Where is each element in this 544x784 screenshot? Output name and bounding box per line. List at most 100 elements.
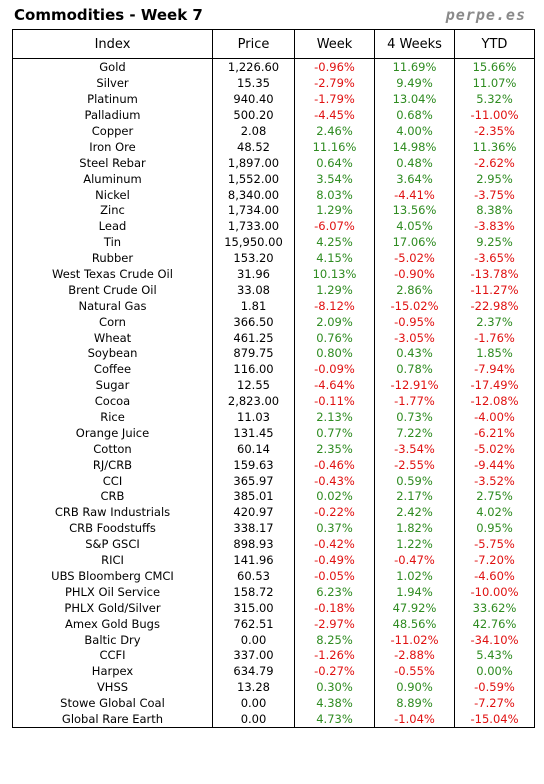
table-row: Sugar 12.55 -4.64% -12.91% -17.49% bbox=[12, 377, 535, 394]
table-row: West Texas Crude Oil 31.96 10.13% -0.90% -13… bbox=[12, 266, 535, 283]
ytd-cell: -12.08% bbox=[454, 393, 535, 410]
index-cell: Lead bbox=[12, 218, 213, 235]
ytd-cell: -15.04% bbox=[454, 711, 535, 729]
four-weeks-cell: 17.06% bbox=[374, 234, 455, 251]
week-cell: 4.38% bbox=[294, 695, 375, 712]
index-cell: CCI bbox=[12, 473, 213, 490]
brand-logo: perpe.es bbox=[445, 6, 526, 24]
index-cell: Rice bbox=[12, 409, 213, 426]
index-cell: Natural Gas bbox=[12, 298, 213, 315]
index-cell: UBS Bloomberg CMCI bbox=[12, 568, 213, 585]
week-cell: 2.09% bbox=[294, 314, 375, 331]
price-cell: 365.97 bbox=[212, 473, 295, 490]
four-weeks-cell: -15.02% bbox=[374, 298, 455, 315]
week-cell: -2.97% bbox=[294, 616, 375, 633]
ytd-cell: -34.10% bbox=[454, 632, 535, 648]
four-weeks-cell: -11.02% bbox=[374, 632, 455, 648]
price-cell: 879.75 bbox=[212, 346, 295, 362]
index-cell: Global Rare Earth bbox=[12, 711, 213, 729]
week-cell: -0.42% bbox=[294, 536, 375, 553]
four-weeks-cell: -1.77% bbox=[374, 393, 455, 410]
week-cell: 0.37% bbox=[294, 520, 375, 537]
week-cell: -0.49% bbox=[294, 552, 375, 569]
week-cell: -2.79% bbox=[294, 75, 375, 92]
index-cell: Silver bbox=[12, 75, 213, 92]
week-cell: -1.79% bbox=[294, 91, 375, 108]
page-title: Commodities - Week 7 bbox=[14, 6, 203, 24]
ytd-cell: -13.78% bbox=[454, 266, 535, 283]
week-cell: 2.35% bbox=[294, 441, 375, 458]
week-cell: -6.07% bbox=[294, 218, 375, 235]
table-row: Iron Ore 48.52 11.16% 14.98% 11.36% bbox=[12, 139, 535, 156]
four-weeks-cell: 13.04% bbox=[374, 91, 455, 108]
ytd-cell: -2.35% bbox=[454, 123, 535, 140]
four-weeks-cell: 4.05% bbox=[374, 218, 455, 235]
week-cell: -1.26% bbox=[294, 647, 375, 664]
ytd-cell: -6.21% bbox=[454, 425, 535, 442]
index-cell: Orange Juice bbox=[12, 425, 213, 442]
index-cell: Cocoa bbox=[12, 393, 213, 410]
ytd-cell: -1.76% bbox=[454, 330, 535, 347]
table-row: Steel Rebar 1,897.00 0.64% 0.48% -2.62% bbox=[12, 155, 535, 172]
week-cell: 11.16% bbox=[294, 139, 375, 156]
four-weeks-cell: 11.69% bbox=[374, 58, 455, 76]
table-row: Aluminum 1,552.00 3.54% 3.64% 2.95% bbox=[12, 171, 535, 188]
price-cell: 2.08 bbox=[212, 123, 295, 140]
index-cell: Steel Rebar bbox=[12, 155, 213, 172]
ytd-cell: -17.49% bbox=[454, 377, 535, 394]
table-row: S&P GSCI 898.93 -0.42% 1.22% -5.75% bbox=[12, 536, 535, 553]
ytd-cell: 5.32% bbox=[454, 91, 535, 108]
four-weeks-cell: 14.98% bbox=[374, 139, 455, 156]
week-cell: -4.45% bbox=[294, 107, 375, 124]
index-cell: Coffee bbox=[12, 361, 213, 378]
ytd-cell: 8.38% bbox=[454, 203, 535, 219]
ytd-cell: 33.62% bbox=[454, 600, 535, 617]
week-cell: -0.18% bbox=[294, 600, 375, 617]
table-row: PHLX Oil Service 158.72 6.23% 1.94% -10.00% bbox=[12, 584, 535, 601]
four-weeks-cell: -12.91% bbox=[374, 377, 455, 394]
ytd-cell: -4.00% bbox=[454, 409, 535, 426]
table-row: RJ/CRB 159.63 -0.46% -2.55% -9.44% bbox=[12, 457, 535, 474]
table-row: CCI 365.97 -0.43% 0.59% -3.52% bbox=[12, 473, 535, 490]
index-cell: Soybean bbox=[12, 346, 213, 362]
four-weeks-cell: 1.94% bbox=[374, 584, 455, 601]
week-cell: -0.27% bbox=[294, 663, 375, 680]
week-cell: 10.13% bbox=[294, 266, 375, 283]
table-row: Nickel 8,340.00 8.03% -4.41% -3.75% bbox=[12, 187, 535, 204]
week-cell: -0.11% bbox=[294, 393, 375, 410]
ytd-cell: 9.25% bbox=[454, 234, 535, 251]
week-cell: -0.96% bbox=[294, 58, 375, 76]
week-cell: 4.15% bbox=[294, 250, 375, 267]
table-row: Tin 15,950.00 4.25% 17.06% 9.25% bbox=[12, 234, 535, 251]
table-row: Zinc 1,734.00 1.29% 13.56% 8.38% bbox=[12, 203, 535, 219]
price-cell: 60.14 bbox=[212, 441, 295, 458]
price-cell: 48.52 bbox=[212, 139, 295, 156]
four-weeks-cell: 1.82% bbox=[374, 520, 455, 537]
price-cell: 158.72 bbox=[212, 584, 295, 601]
week-cell: 2.46% bbox=[294, 123, 375, 140]
commodities-table: Index Price Week 4 Weeks YTD Gold 1,226.6… bbox=[12, 29, 535, 729]
week-cell: 0.30% bbox=[294, 679, 375, 696]
table-row: Wheat 461.25 0.76% -3.05% -1.76% bbox=[12, 330, 535, 347]
table-row: Rubber 153.20 4.15% -5.02% -3.65% bbox=[12, 250, 535, 267]
price-cell: 762.51 bbox=[212, 616, 295, 633]
week-cell: -0.22% bbox=[294, 504, 375, 521]
price-cell: 131.45 bbox=[212, 425, 295, 442]
price-cell: 116.00 bbox=[212, 361, 295, 378]
price-cell: 60.53 bbox=[212, 568, 295, 585]
week-cell: 3.54% bbox=[294, 171, 375, 188]
week-cell: 0.77% bbox=[294, 425, 375, 442]
ytd-cell: -2.62% bbox=[454, 155, 535, 172]
index-cell: Gold bbox=[12, 58, 213, 76]
week-cell: -4.64% bbox=[294, 377, 375, 394]
price-cell: 385.01 bbox=[212, 489, 295, 505]
ytd-cell: -3.52% bbox=[454, 473, 535, 490]
index-cell: Sugar bbox=[12, 377, 213, 394]
index-cell: PHLX Gold/Silver bbox=[12, 600, 213, 617]
index-cell: RJ/CRB bbox=[12, 457, 213, 474]
index-cell: Baltic Dry bbox=[12, 632, 213, 648]
ytd-cell: -5.02% bbox=[454, 441, 535, 458]
ytd-cell: -9.44% bbox=[454, 457, 535, 474]
ytd-cell: -3.75% bbox=[454, 187, 535, 204]
four-weeks-cell: -3.54% bbox=[374, 441, 455, 458]
